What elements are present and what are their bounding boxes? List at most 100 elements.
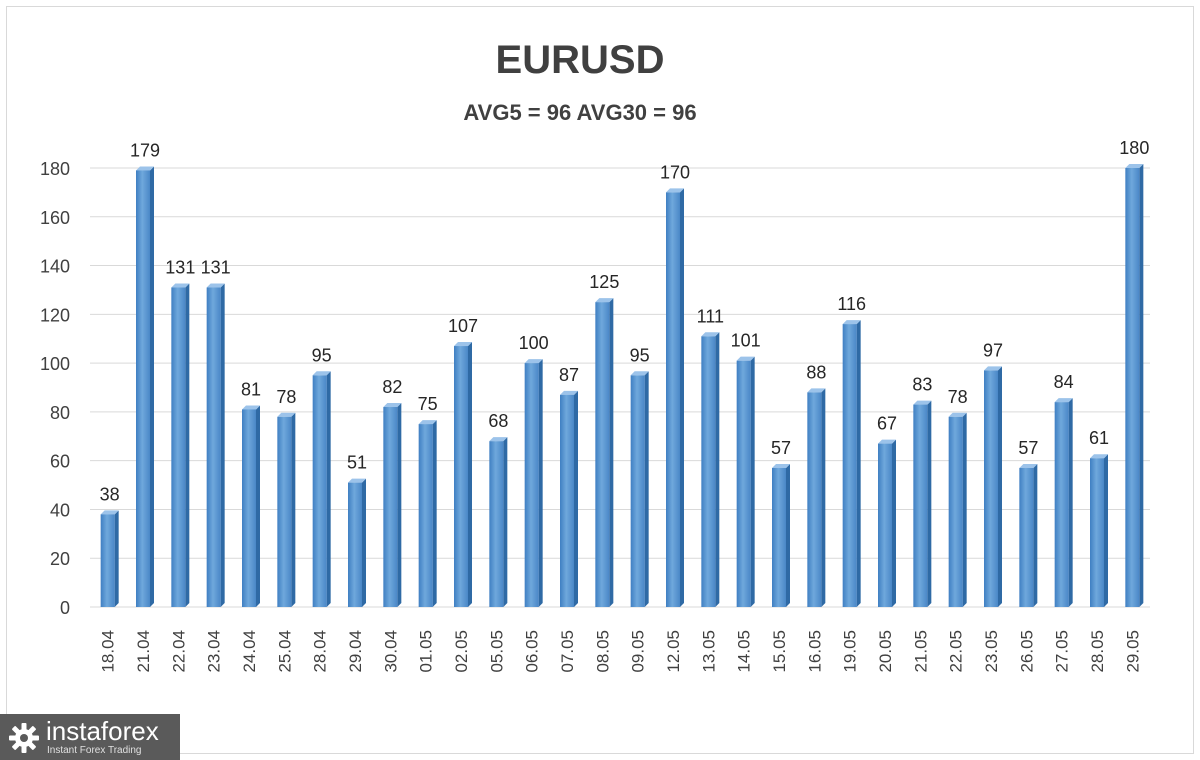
x-tick-label: 28.05 (1088, 630, 1107, 673)
data-label: 88 (806, 362, 826, 382)
x-tick-label: 15.05 (770, 630, 789, 673)
x-tick-label: 28.04 (311, 630, 330, 673)
data-label: 170 (660, 162, 690, 182)
bar (383, 403, 402, 607)
y-tick-label: 160 (40, 208, 70, 228)
x-tick-label: 22.04 (169, 630, 188, 673)
data-label: 95 (312, 345, 332, 365)
y-tick-label: 80 (50, 403, 70, 423)
x-tick-label: 06.05 (523, 630, 542, 673)
y-tick-label: 140 (40, 257, 70, 277)
x-tick-label: 29.05 (1123, 630, 1142, 673)
bar (100, 510, 119, 607)
bar (1090, 454, 1108, 607)
data-label: 61 (1089, 428, 1109, 448)
x-tick-label: 27.05 (1053, 630, 1072, 673)
bar (948, 412, 967, 607)
data-label: 68 (488, 411, 508, 431)
gridlines (90, 167, 1150, 608)
y-tick-label: 60 (50, 452, 70, 472)
data-label: 111 (697, 306, 724, 326)
bar (171, 283, 190, 607)
chart-title: EURUSD (495, 38, 665, 82)
bar (1019, 463, 1038, 607)
logo-name: instaforex (46, 716, 159, 746)
data-label: 131 (201, 258, 231, 278)
y-tick-label: 120 (40, 305, 70, 325)
bar (630, 371, 649, 607)
x-tick-label: 21.05 (911, 630, 930, 673)
data-label: 78 (948, 387, 968, 407)
bar (807, 388, 826, 607)
data-label: 95 (630, 345, 650, 365)
y-tick-label: 40 (50, 500, 70, 520)
data-label: 180 (1119, 138, 1149, 158)
chart-subtitle: AVG5 = 96 AVG30 = 96 (463, 100, 697, 125)
x-tick-label: 29.04 (346, 630, 365, 673)
data-label: 75 (418, 394, 438, 414)
data-label: 84 (1054, 372, 1074, 392)
data-label: 38 (100, 484, 120, 504)
data-labels: 38 179 131 131 81 78 95 51 82 75 107 68 100 87 125 95 17… (100, 138, 1150, 504)
data-label: 100 (519, 333, 549, 353)
data-label: 57 (1018, 438, 1038, 458)
x-tick-label: 26.05 (1017, 630, 1036, 673)
bar (348, 478, 366, 607)
instaforex-logo: instaforex Instant Forex Trading (0, 714, 180, 760)
logo-tagline: Instant Forex Trading (47, 745, 142, 756)
data-label: 57 (771, 438, 791, 458)
data-label: 51 (347, 453, 367, 473)
bar (736, 356, 755, 607)
x-tick-label: 18.04 (99, 630, 118, 673)
data-label: 82 (382, 377, 402, 397)
x-axis-ticks: 18.04 21.04 22.04 23.04 24.04 25.04 28.04 29.04… (99, 630, 1143, 673)
bar (1125, 164, 1144, 607)
bar (206, 283, 225, 607)
y-tick-label: 20 (50, 549, 70, 569)
data-label: 131 (165, 258, 195, 278)
bar (489, 437, 508, 607)
data-label: 81 (241, 379, 261, 399)
bars (100, 164, 1144, 607)
bar (312, 371, 331, 607)
x-tick-label: 25.04 (275, 630, 294, 673)
y-tick-label: 0 (60, 598, 70, 618)
data-label: 116 (837, 294, 866, 314)
bar (701, 332, 720, 607)
x-tick-label: 22.05 (947, 630, 966, 673)
y-tick-label: 180 (40, 159, 70, 179)
y-tick-label: 100 (40, 354, 70, 374)
bar (842, 320, 861, 607)
data-label: 125 (589, 272, 619, 292)
bar (913, 400, 932, 607)
x-tick-label: 01.05 (417, 630, 436, 673)
data-label: 179 (130, 140, 160, 160)
bar (1054, 398, 1073, 607)
bar (136, 166, 154, 607)
data-label: 78 (276, 387, 296, 407)
x-tick-label: 09.05 (629, 630, 648, 673)
bar (560, 390, 578, 607)
bar (524, 359, 543, 607)
x-tick-label: 14.05 (735, 630, 754, 673)
x-tick-label: 21.04 (134, 630, 153, 673)
x-tick-label: 30.04 (381, 630, 400, 673)
data-label: 83 (912, 375, 932, 395)
x-tick-label: 07.05 (558, 630, 577, 673)
data-label: 101 (731, 331, 761, 351)
x-tick-label: 23.05 (982, 630, 1001, 673)
data-label: 87 (559, 365, 579, 385)
x-tick-label: 05.05 (487, 630, 506, 673)
bar (666, 188, 684, 607)
bar (277, 412, 296, 607)
bar (242, 405, 260, 607)
x-tick-label: 19.05 (841, 630, 860, 673)
bar (984, 366, 1002, 607)
x-tick-label: 02.05 (452, 630, 471, 673)
gear-logo-icon (9, 723, 39, 753)
x-tick-label: 23.04 (205, 630, 224, 673)
x-tick-label: 24.04 (240, 630, 259, 673)
data-label: 67 (877, 414, 897, 434)
data-label: 107 (448, 316, 478, 336)
